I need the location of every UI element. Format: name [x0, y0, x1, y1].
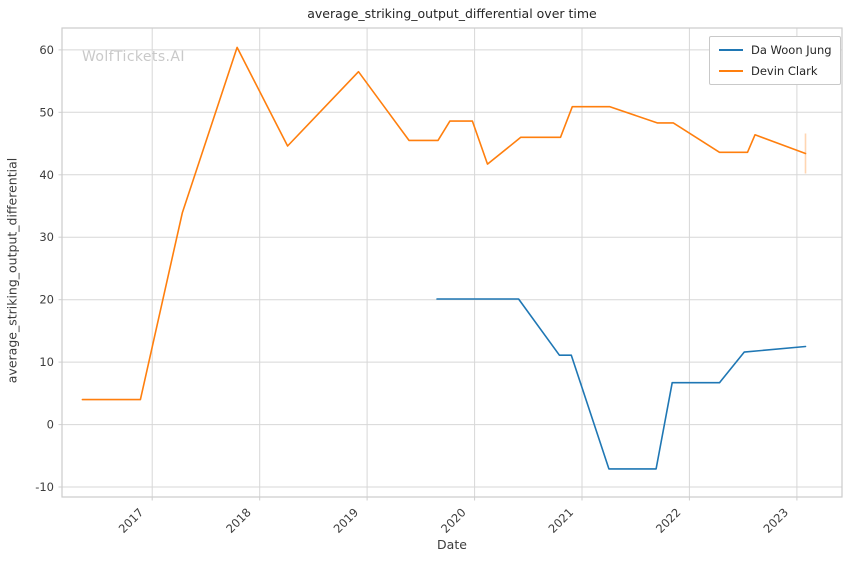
plot-border: [61, 27, 843, 498]
y-tick-label: 30: [39, 230, 54, 244]
legend-label: Da Woon Jung: [751, 43, 832, 57]
y-tick-label: -10: [35, 480, 54, 494]
y-tick-label: 10: [39, 355, 54, 369]
y-tick-label: 20: [39, 293, 54, 307]
y-tick-label: 60: [39, 43, 54, 57]
chart-title: average_striking_output_differential ove…: [307, 6, 597, 21]
y-tick-label: 40: [39, 168, 54, 182]
legend-label: Devin Clark: [751, 64, 818, 78]
legend-line-swatch-blue: [719, 49, 743, 51]
legend: Da Woon Jung Devin Clark: [709, 36, 841, 85]
y-tick-label: 50: [39, 105, 54, 119]
x-tick-label: 2023: [760, 505, 791, 536]
legend-entry-devin-clark: Devin Clark: [719, 64, 831, 78]
watermark: WolfTickets.AI: [82, 49, 185, 65]
x-axis-label: Date: [437, 537, 467, 552]
legend-entry-da-woon-jung: Da Woon Jung: [719, 43, 832, 57]
x-tick-label: 2019: [331, 505, 362, 536]
series-line-da-woon-jung: [436, 298, 807, 470]
x-tick-label: 2022: [653, 505, 684, 536]
legend-line-swatch-orange: [719, 70, 743, 72]
x-tick-label: 2020: [438, 505, 469, 536]
x-tick-label: 2017: [116, 505, 147, 536]
x-tick-label: 2018: [223, 505, 254, 536]
x-tick-label: 2021: [546, 505, 577, 536]
series-line-devin-clark: [81, 46, 807, 401]
y-tick-label: 0: [47, 418, 54, 432]
